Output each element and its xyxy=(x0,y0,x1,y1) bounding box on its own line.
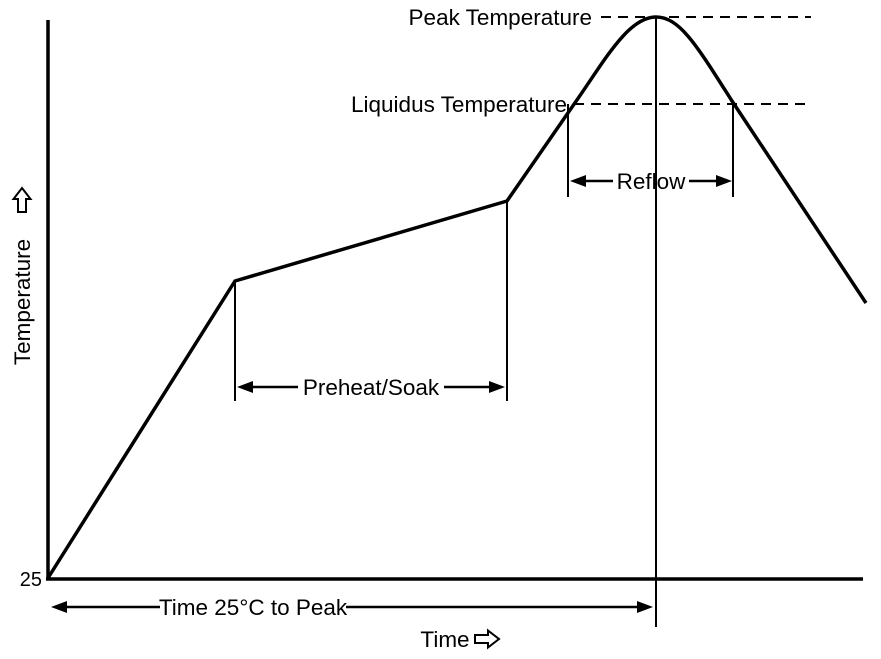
reflow-label: Reflow xyxy=(617,169,687,194)
right-arrow-icon xyxy=(474,628,501,650)
arrowhead-right-icon xyxy=(489,381,505,393)
time-to-peak-label: Time 25°C to Peak xyxy=(159,595,348,620)
preheat-soak-arrow: Preheat/Soak xyxy=(237,375,505,400)
y-axis-label: Temperature xyxy=(10,239,35,365)
arrowhead-left-icon xyxy=(51,601,67,613)
origin-temperature-value: 25 xyxy=(20,569,42,591)
arrowhead-right-icon xyxy=(637,601,653,613)
y-axis-label-group: Temperature xyxy=(10,186,35,365)
arrowhead-left-icon xyxy=(570,175,586,187)
preheat-soak-label: Preheat/Soak xyxy=(303,375,440,400)
x-axis-label: Time xyxy=(420,627,469,652)
time-to-peak-arrow: Time 25°C to Peak xyxy=(51,595,653,620)
arrowhead-left-icon xyxy=(237,381,253,393)
up-arrow-icon xyxy=(11,186,33,213)
reflow-arrow: Reflow xyxy=(570,169,732,194)
liquidus-temperature-label: Liquidus Temperature xyxy=(351,92,567,117)
x-axis-label-group: Time xyxy=(420,627,501,652)
peak-temperature-label: Peak Temperature xyxy=(409,5,592,30)
arrowhead-right-icon xyxy=(716,175,732,187)
